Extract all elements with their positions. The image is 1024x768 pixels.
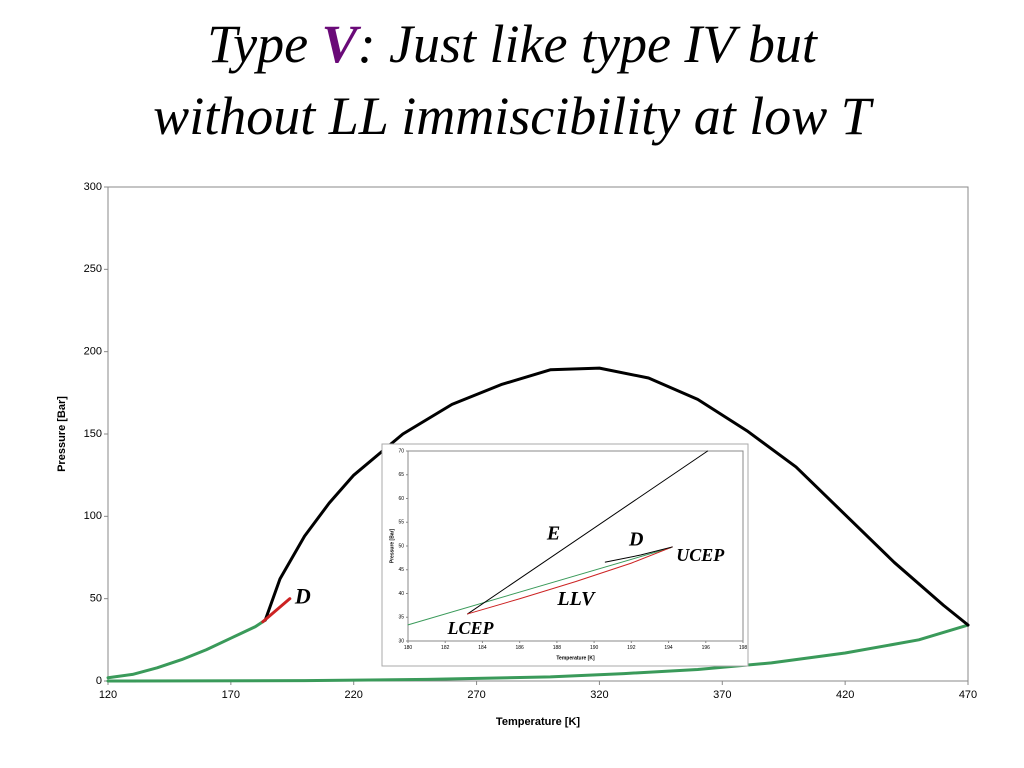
y-tick-label: 0: [96, 675, 102, 687]
x-tick-label: 196: [702, 645, 711, 651]
y-tick-label: 60: [398, 496, 404, 502]
annotation: UCEP: [676, 545, 725, 565]
y-axis-label: Pressure [Bar]: [389, 528, 395, 563]
title-highlight: V: [321, 14, 358, 74]
y-tick-label: 300: [84, 181, 102, 193]
x-tick-label: 320: [590, 689, 608, 701]
y-tick-label: 150: [84, 428, 102, 440]
title-part: : Just like type IV but: [357, 14, 817, 74]
x-tick-label: 194: [664, 645, 673, 651]
annotation: LCEP: [447, 618, 495, 638]
x-tick-label: 470: [959, 689, 977, 701]
x-axis-label: Temperature [K]: [496, 716, 580, 728]
y-tick-label: 35: [398, 615, 404, 621]
y-tick-label: 40: [398, 591, 404, 597]
x-tick-label: 220: [345, 689, 363, 701]
x-tick-label: 188: [553, 645, 562, 651]
series-line: [263, 366, 970, 627]
y-tick-label: 30: [398, 638, 404, 644]
x-tick-label: 370: [713, 689, 731, 701]
x-tick-label: 270: [467, 689, 485, 701]
y-tick-label: 50: [90, 593, 102, 605]
title-part: Type: [207, 14, 322, 74]
series-line: [106, 618, 267, 680]
series-line: [106, 623, 970, 683]
series-line: [467, 450, 709, 615]
x-tick-label: 190: [590, 645, 599, 651]
y-tick-label: 45: [398, 567, 404, 573]
y-tick-label: 70: [398, 448, 404, 454]
slide-title: Type V: Just like type IV but without LL …: [0, 8, 1024, 152]
x-tick-label: 120: [99, 689, 117, 701]
y-tick-label: 200: [84, 346, 102, 358]
y-tick-label: 100: [84, 510, 102, 522]
y-tick-label: 55: [398, 520, 404, 526]
series-label: D: [294, 584, 311, 609]
series-label: D: [628, 529, 643, 551]
x-tick-label: 184: [478, 645, 487, 651]
series-line: [261, 597, 292, 624]
y-tick-label: 50: [398, 543, 404, 549]
series-label: LLV: [556, 588, 596, 610]
series-line: [467, 546, 673, 615]
x-tick-label: 192: [627, 645, 636, 651]
y-axis-label: Pressure [Bar]: [56, 396, 68, 472]
plot-area: [407, 450, 744, 642]
y-tick-label: 250: [84, 263, 102, 275]
x-tick-label: 170: [222, 689, 240, 701]
x-tick-label: 180: [404, 645, 413, 651]
series-line: [604, 546, 673, 563]
x-tick-label: 420: [836, 689, 854, 701]
x-tick-label: 198: [739, 645, 748, 651]
series-label: E: [546, 522, 560, 544]
title-part: without LL immiscibility at low T: [153, 86, 871, 146]
x-tick-label: 182: [441, 645, 450, 651]
series-line: [407, 547, 671, 626]
y-tick-label: 65: [398, 472, 404, 478]
x-tick-label: 186: [515, 645, 524, 651]
x-axis-label: Temperature [K]: [556, 655, 595, 661]
